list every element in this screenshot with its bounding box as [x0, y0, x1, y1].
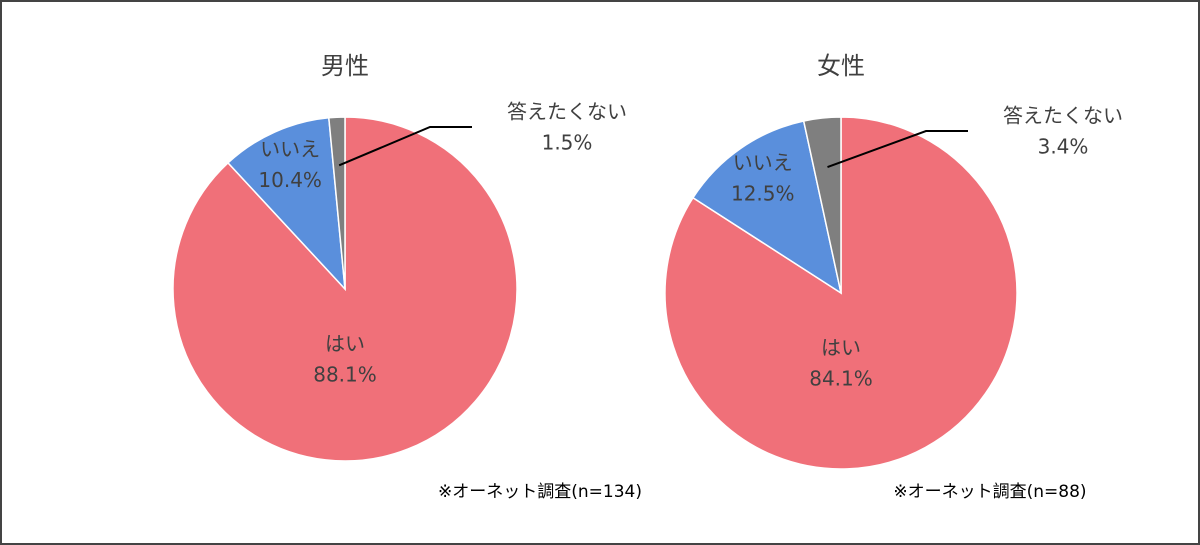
annotation: ※オーネット調査(n=88) — [893, 482, 1086, 502]
pie-slice — [802, 116, 842, 294]
annotation: ※オーネット調査(n=134) — [438, 482, 642, 502]
category-label: 答えたくない — [1003, 104, 1123, 128]
category-label: はい — [821, 336, 861, 360]
chart-title: 男性 — [321, 52, 369, 80]
value-label: 10.4% — [258, 168, 322, 192]
leader-line — [338, 126, 472, 167]
value-label: 84.1% — [809, 367, 873, 391]
pie-slice — [226, 116, 346, 292]
category-label: いいえ — [733, 151, 793, 175]
chart-title: 女性 — [817, 52, 865, 80]
value-label: 1.5% — [542, 131, 593, 155]
leader-line — [827, 130, 968, 168]
category-label: 答えたくない — [507, 100, 627, 124]
value-label: 12.5% — [731, 182, 795, 206]
category-label: いいえ — [260, 137, 320, 161]
pie-slice — [691, 120, 843, 295]
category-label: はい — [325, 332, 365, 356]
pie-slice — [327, 116, 346, 290]
value-label: 88.1% — [313, 363, 377, 387]
value-label: 3.4% — [1038, 135, 1089, 159]
pie-slice — [664, 116, 1018, 470]
